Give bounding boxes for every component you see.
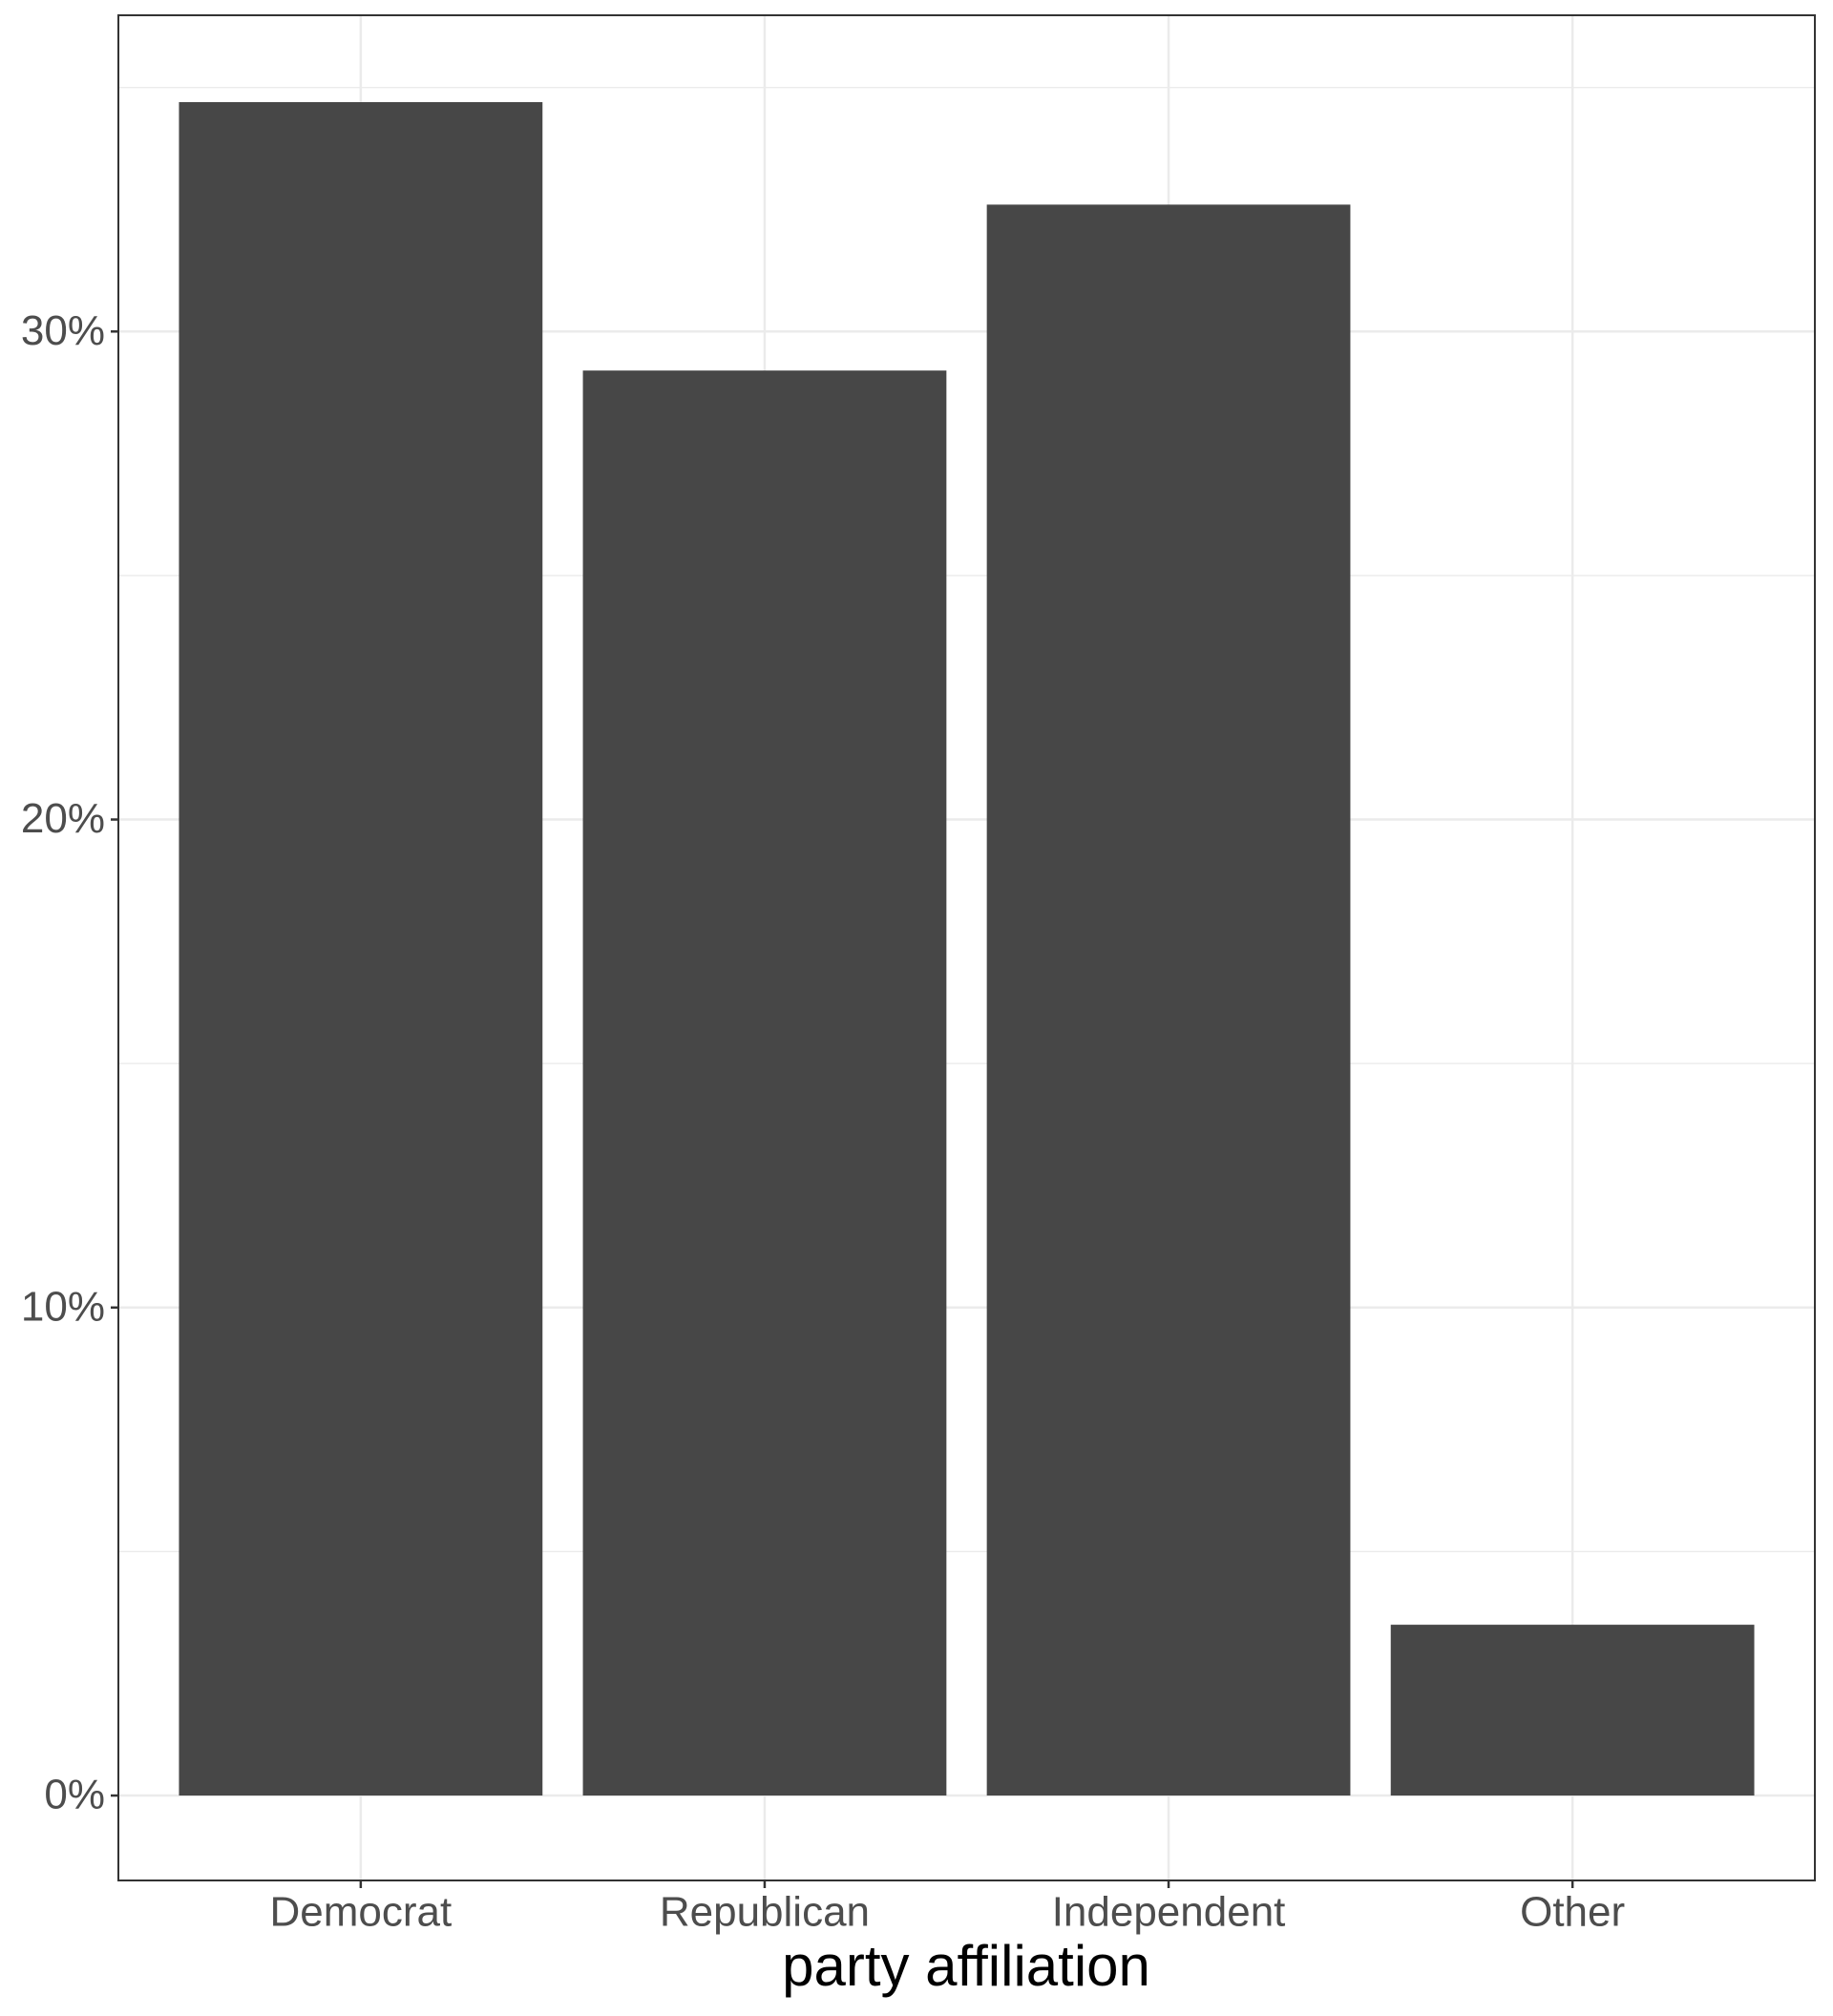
y-tick-label: 20% [21, 795, 105, 842]
bar [986, 204, 1351, 1796]
x-tick-label: Other [1520, 1889, 1625, 1936]
y-tick-label: 10% [21, 1283, 105, 1330]
panel-border [117, 14, 1816, 1881]
bar [179, 102, 543, 1796]
bar [582, 370, 947, 1796]
y-tick-label: 30% [21, 307, 105, 354]
y-tick-label: 0% [44, 1772, 105, 1818]
x-tick-label: Republican [660, 1889, 870, 1936]
x-tick-label: Democrat [269, 1889, 452, 1936]
x-tick-label: Independent [1052, 1889, 1286, 1936]
x-axis-title: party affiliation [782, 1934, 1150, 1998]
bar [1390, 1625, 1755, 1796]
